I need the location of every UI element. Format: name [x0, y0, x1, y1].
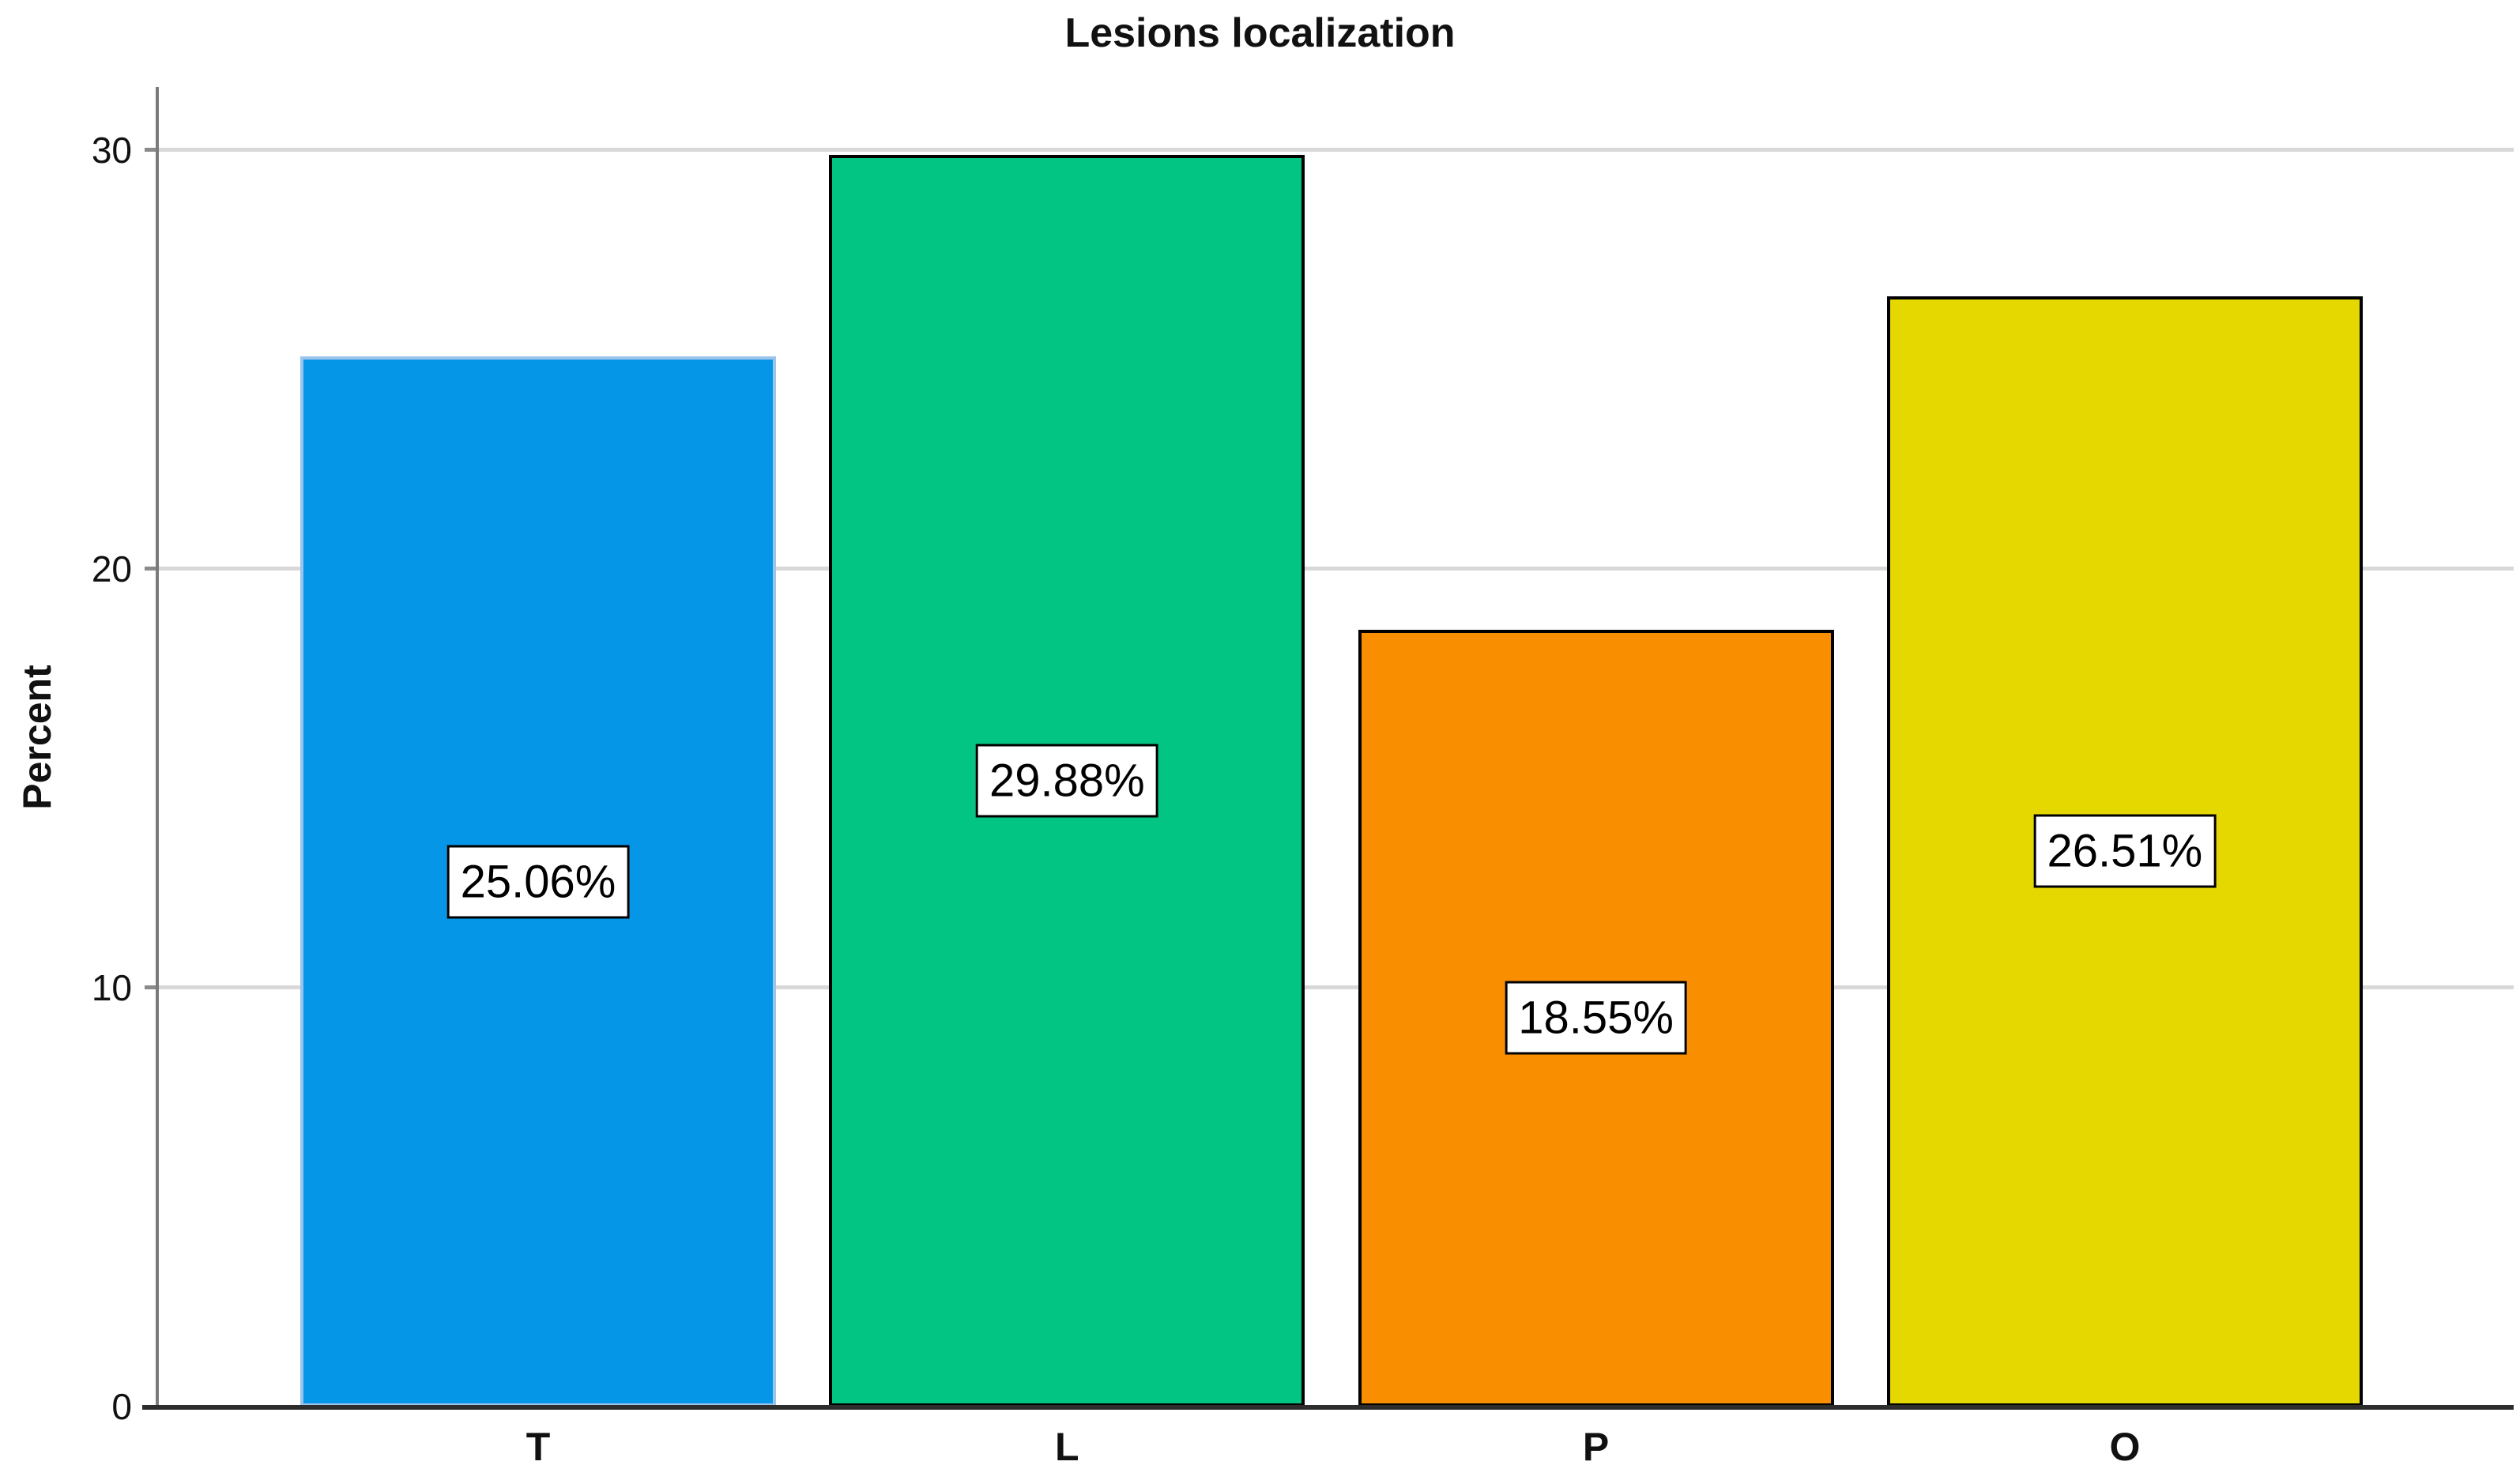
- y-tick-label-20: 20: [91, 548, 132, 589]
- gridline-20: [156, 567, 2514, 571]
- y-tick-20: [145, 567, 156, 571]
- y-tick-label-30: 30: [91, 129, 132, 171]
- y-tick-10: [145, 985, 156, 990]
- y-tick-30: [145, 148, 156, 153]
- y-axis-line: [156, 87, 159, 1407]
- category-label-L: L: [1055, 1425, 1079, 1469]
- y-tick-label-10: 10: [91, 966, 132, 1008]
- bar-value-label-T: 25.06%: [446, 845, 630, 919]
- chart-title: Lesions localization: [1064, 10, 1456, 56]
- bar-value-label-P: 18.55%: [1505, 981, 1687, 1055]
- category-label-O: O: [2109, 1425, 2141, 1469]
- gridline-30: [156, 148, 2514, 153]
- category-label-P: P: [1582, 1425, 1610, 1469]
- bar-value-label-L: 29.88%: [975, 744, 1158, 818]
- category-label-T: T: [525, 1425, 551, 1469]
- x-axis-line: [142, 1405, 2514, 1410]
- y-axis-title: Percent: [15, 665, 59, 810]
- gridline-10: [156, 985, 2514, 990]
- y-tick-label-0: 0: [111, 1386, 132, 1427]
- bar-value-label-O: 26.51%: [2033, 814, 2217, 888]
- plot-area: 25.06% 29.88% 18.55% 26.51%: [142, 87, 2514, 1410]
